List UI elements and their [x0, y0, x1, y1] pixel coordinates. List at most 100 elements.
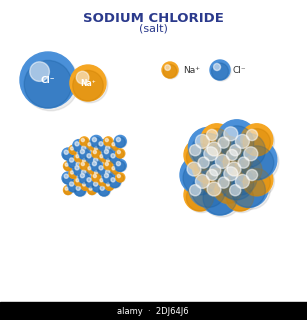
- Circle shape: [85, 152, 97, 164]
- Circle shape: [104, 149, 108, 154]
- Circle shape: [70, 65, 106, 101]
- Circle shape: [104, 137, 113, 146]
- Circle shape: [75, 186, 85, 196]
- Circle shape: [90, 135, 102, 148]
- Circle shape: [92, 149, 101, 158]
- Circle shape: [80, 168, 91, 180]
- Circle shape: [114, 135, 126, 148]
- Circle shape: [89, 163, 92, 166]
- Circle shape: [80, 138, 88, 146]
- Circle shape: [92, 150, 100, 158]
- Circle shape: [97, 140, 109, 152]
- Circle shape: [87, 154, 91, 158]
- Circle shape: [103, 144, 115, 156]
- Circle shape: [105, 157, 114, 166]
- Circle shape: [204, 159, 236, 191]
- Circle shape: [78, 172, 90, 183]
- Circle shape: [80, 144, 92, 156]
- Circle shape: [64, 186, 72, 195]
- Circle shape: [94, 147, 101, 154]
- Circle shape: [190, 129, 230, 169]
- Circle shape: [192, 151, 224, 183]
- Circle shape: [215, 176, 242, 204]
- Circle shape: [99, 185, 111, 196]
- Circle shape: [194, 153, 226, 185]
- Circle shape: [231, 173, 265, 207]
- Circle shape: [95, 147, 98, 150]
- Circle shape: [191, 133, 225, 167]
- Circle shape: [116, 138, 121, 142]
- Circle shape: [100, 174, 109, 183]
- Circle shape: [111, 142, 119, 150]
- Circle shape: [99, 142, 103, 146]
- Circle shape: [92, 182, 103, 192]
- Circle shape: [64, 162, 73, 171]
- Circle shape: [64, 150, 68, 154]
- Circle shape: [87, 162, 96, 171]
- Circle shape: [240, 146, 274, 180]
- Circle shape: [235, 156, 262, 183]
- Circle shape: [217, 160, 257, 200]
- Circle shape: [111, 166, 119, 174]
- Circle shape: [76, 149, 84, 158]
- Circle shape: [91, 180, 103, 192]
- Circle shape: [203, 141, 237, 175]
- Circle shape: [111, 141, 120, 150]
- Circle shape: [109, 152, 121, 164]
- Circle shape: [93, 174, 96, 178]
- Circle shape: [203, 181, 237, 215]
- Circle shape: [115, 160, 127, 172]
- Circle shape: [208, 148, 248, 188]
- Circle shape: [104, 170, 115, 180]
- Circle shape: [220, 155, 260, 195]
- Circle shape: [64, 162, 72, 171]
- Circle shape: [223, 148, 251, 176]
- Circle shape: [69, 169, 78, 178]
- Circle shape: [204, 147, 218, 161]
- Circle shape: [109, 176, 121, 188]
- Circle shape: [87, 141, 96, 150]
- Circle shape: [232, 151, 264, 183]
- Circle shape: [104, 161, 113, 170]
- Circle shape: [65, 187, 68, 190]
- Circle shape: [93, 150, 96, 154]
- Circle shape: [89, 187, 92, 190]
- Circle shape: [163, 64, 177, 78]
- Circle shape: [162, 62, 178, 78]
- Circle shape: [74, 153, 83, 162]
- Circle shape: [190, 169, 230, 209]
- Circle shape: [95, 171, 98, 174]
- Circle shape: [69, 145, 78, 154]
- Circle shape: [81, 182, 90, 191]
- Circle shape: [237, 140, 277, 180]
- Circle shape: [203, 129, 230, 156]
- Circle shape: [93, 170, 102, 179]
- Circle shape: [224, 167, 238, 181]
- Circle shape: [227, 162, 241, 176]
- Circle shape: [116, 150, 124, 158]
- Text: Cl⁻: Cl⁻: [233, 66, 247, 75]
- Circle shape: [80, 144, 91, 156]
- Circle shape: [106, 183, 113, 190]
- Circle shape: [86, 141, 95, 150]
- Circle shape: [104, 168, 116, 180]
- Circle shape: [75, 179, 83, 186]
- Circle shape: [64, 187, 72, 195]
- Circle shape: [186, 184, 214, 211]
- Circle shape: [80, 162, 88, 170]
- Circle shape: [92, 174, 100, 182]
- Circle shape: [190, 145, 201, 156]
- Circle shape: [98, 153, 107, 162]
- Circle shape: [100, 155, 103, 158]
- Circle shape: [115, 161, 125, 172]
- Circle shape: [110, 141, 119, 150]
- Circle shape: [115, 137, 125, 148]
- Circle shape: [184, 139, 216, 171]
- Circle shape: [244, 147, 258, 161]
- Circle shape: [76, 71, 89, 84]
- Circle shape: [81, 163, 84, 166]
- Circle shape: [80, 161, 89, 170]
- Circle shape: [91, 137, 101, 148]
- Circle shape: [200, 146, 234, 180]
- Circle shape: [91, 156, 103, 168]
